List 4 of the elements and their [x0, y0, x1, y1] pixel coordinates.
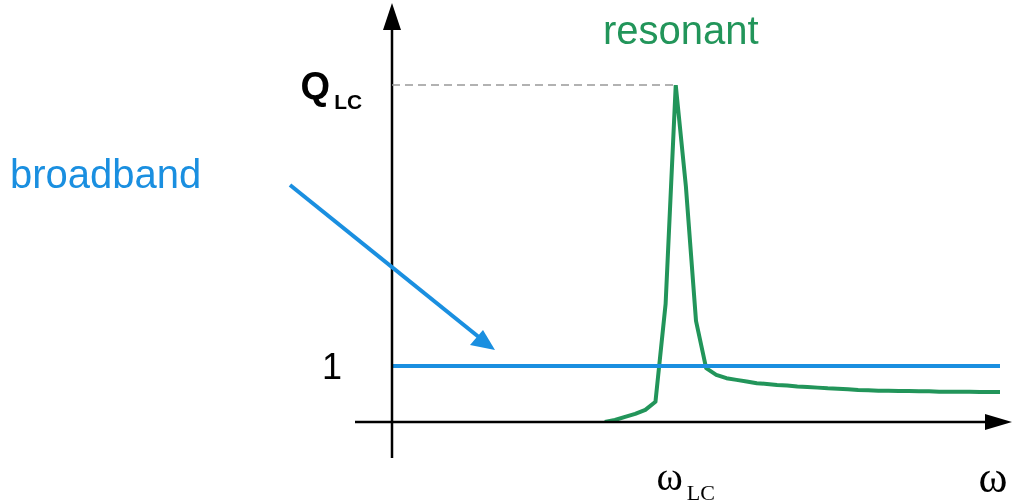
text: broadband — [10, 152, 202, 196]
text: 1 — [321, 346, 343, 388]
x-axis-title: ω — [978, 453, 1008, 502]
series-label: resonant — [602, 8, 759, 52]
